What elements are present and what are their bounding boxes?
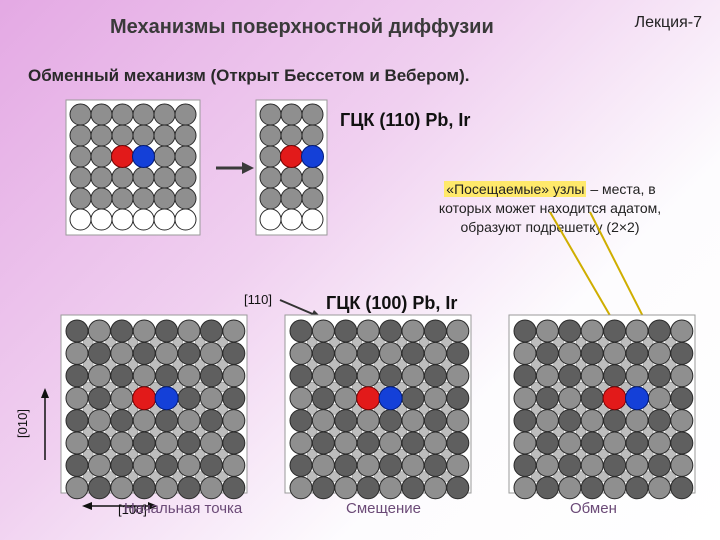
caption-start: Начальная точка bbox=[124, 500, 242, 517]
caption-exchange: Обмен bbox=[570, 500, 617, 517]
caption-shift: Смещение bbox=[346, 500, 421, 517]
slide-root: Механизмы поверхностной диффузии Лекция-… bbox=[0, 0, 720, 540]
